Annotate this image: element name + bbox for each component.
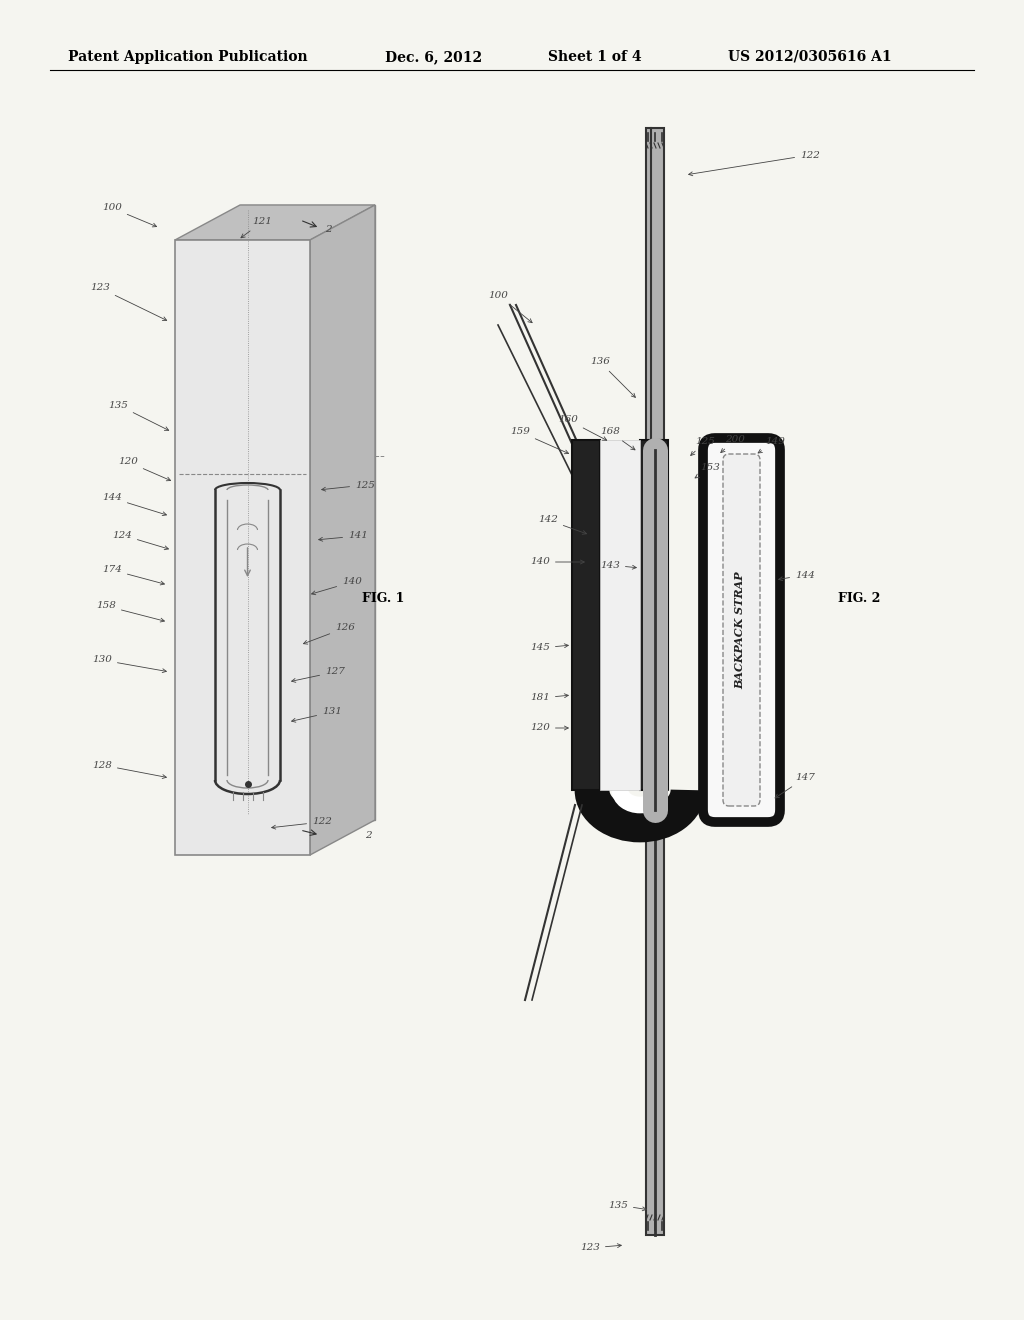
Text: 125: 125 (322, 480, 375, 491)
Text: 153: 153 (695, 463, 720, 478)
Text: 142: 142 (538, 516, 587, 535)
Text: US 2012/0305616 A1: US 2012/0305616 A1 (728, 50, 892, 63)
Text: 100: 100 (102, 203, 157, 227)
Text: 124: 124 (112, 531, 169, 549)
Text: 122: 122 (271, 817, 332, 829)
FancyBboxPatch shape (723, 454, 760, 807)
Text: 181: 181 (530, 693, 568, 702)
Text: 174: 174 (102, 565, 165, 585)
Text: 140: 140 (530, 557, 585, 566)
Text: 123: 123 (580, 1243, 622, 1253)
Text: 135: 135 (608, 1200, 646, 1210)
Text: 158: 158 (96, 602, 165, 622)
Text: 141: 141 (318, 532, 368, 541)
Polygon shape (175, 205, 375, 240)
Polygon shape (646, 128, 664, 1236)
Text: BACKPACK STRAP: BACKPACK STRAP (734, 572, 745, 689)
Text: FIG. 2: FIG. 2 (838, 591, 881, 605)
Text: 120: 120 (118, 458, 171, 480)
Text: 159: 159 (510, 428, 568, 454)
Text: 160: 160 (558, 416, 606, 441)
Text: 140: 140 (311, 578, 361, 595)
Text: 2: 2 (325, 226, 332, 235)
Text: Dec. 6, 2012: Dec. 6, 2012 (385, 50, 482, 63)
FancyBboxPatch shape (703, 438, 780, 822)
Text: 123: 123 (90, 284, 167, 321)
Text: 147: 147 (775, 774, 815, 799)
Text: 126: 126 (303, 623, 355, 644)
Text: 2: 2 (365, 830, 372, 840)
Text: 130: 130 (92, 656, 166, 673)
Text: 135: 135 (109, 400, 169, 430)
Text: 144: 144 (778, 570, 815, 581)
Text: 143: 143 (600, 561, 636, 569)
Polygon shape (572, 440, 600, 789)
Text: 168: 168 (600, 428, 635, 450)
Text: 144: 144 (102, 494, 167, 516)
Text: 100: 100 (488, 290, 532, 322)
Polygon shape (310, 205, 375, 855)
Polygon shape (240, 205, 375, 820)
Text: 127: 127 (292, 668, 345, 682)
Text: 149: 149 (758, 437, 785, 453)
Polygon shape (175, 240, 310, 855)
Polygon shape (600, 440, 640, 789)
Text: 145: 145 (530, 644, 568, 652)
Text: 128: 128 (92, 760, 166, 779)
Text: 136: 136 (590, 358, 635, 397)
Text: 131: 131 (292, 708, 342, 722)
Text: 120: 120 (530, 723, 568, 733)
Text: FIG. 1: FIG. 1 (362, 591, 404, 605)
Text: Patent Application Publication: Patent Application Publication (68, 50, 307, 63)
Text: Sheet 1 of 4: Sheet 1 of 4 (548, 50, 642, 63)
Polygon shape (640, 440, 668, 789)
Text: 125: 125 (691, 437, 715, 455)
Text: 200: 200 (721, 436, 744, 453)
Text: 121: 121 (241, 218, 272, 238)
Text: 122: 122 (689, 150, 820, 176)
